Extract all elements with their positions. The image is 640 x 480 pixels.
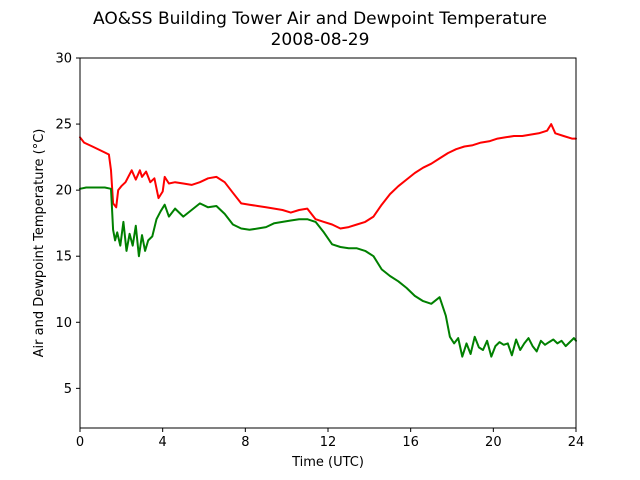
x-tick-label: 0: [76, 435, 84, 450]
y-axis-label: Air and Dewpoint Temperature (°C): [32, 129, 47, 358]
y-tick-label: 30: [55, 52, 72, 67]
series-line-green: [79, 186, 577, 358]
x-axis-label: Time (UTC): [291, 455, 364, 470]
x-tick-label: 24: [568, 435, 585, 450]
x-tick-label: 20: [485, 435, 502, 450]
x-tick-label: 8: [241, 435, 249, 450]
y-tick-label: 20: [55, 184, 72, 199]
y-tick-label: 15: [55, 250, 72, 265]
plot-area-frame: [79, 57, 577, 429]
chart-subtitle: 2008-08-29: [271, 30, 370, 50]
y-tick-label: 10: [55, 316, 72, 331]
series-layer: [79, 123, 577, 358]
x-tick-label: 16: [402, 435, 419, 450]
y-tick-label: 5: [64, 382, 72, 397]
y-tick-label: 25: [55, 118, 72, 133]
chart-title: AO&SS Building Tower Air and Dewpoint Te…: [93, 9, 547, 29]
y-axis-ticks: 5 10 15 20 25 30: [55, 52, 80, 397]
x-axis-ticks: 0 4 8 12 16 20 24: [76, 428, 584, 450]
x-tick-label: 12: [320, 435, 337, 450]
x-tick-label: 4: [159, 435, 167, 450]
series-line-red: [79, 123, 577, 230]
